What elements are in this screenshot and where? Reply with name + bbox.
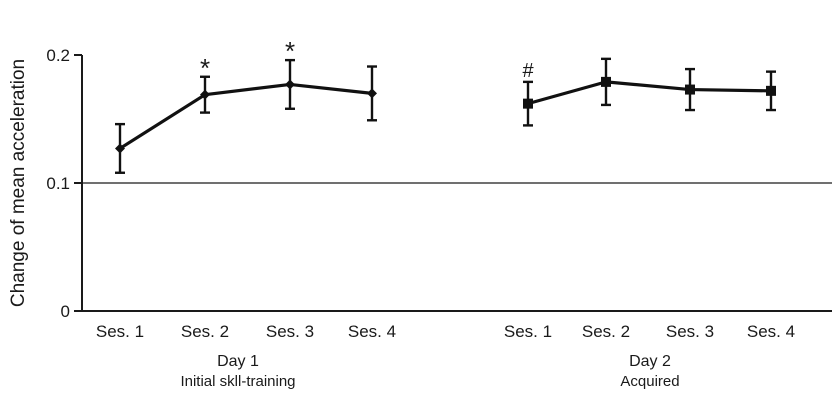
x-tick-label: Ses. 1 [504, 322, 552, 341]
data-point [115, 143, 125, 154]
data-point [200, 89, 210, 100]
group-subtitle: Acquired [620, 373, 679, 390]
significance-marker: * [200, 53, 210, 83]
data-point [523, 98, 533, 109]
series-line [527, 80, 772, 106]
x-tick-label: Ses. 2 [181, 322, 229, 341]
x-tick-label: Ses. 3 [266, 322, 314, 341]
x-tick-label: Ses. 4 [747, 322, 795, 341]
data-point [685, 84, 695, 95]
x-tick-label: Ses. 1 [96, 322, 144, 341]
significance-marker: * [285, 36, 295, 66]
group-subtitle: Initial skll-training [180, 373, 295, 390]
significance-marker: # [522, 60, 534, 82]
data-point [601, 76, 611, 87]
plot-area: 0 0.1 0.2 Ses. 1 * Ses. 2 * Ses. 3 Ses. 4 Day 1 In… [46, 36, 832, 390]
group-title: Day 1 [217, 353, 259, 370]
x-tick-label: Ses. 4 [348, 322, 396, 341]
x-tick-label: Ses. 3 [666, 322, 714, 341]
y-tick-label: 0.2 [46, 46, 70, 65]
data-point [766, 85, 776, 96]
x-tick-label: Ses. 2 [582, 322, 630, 341]
data-point [367, 88, 377, 99]
series-line [119, 82, 373, 150]
y-tick-label: 0 [61, 302, 70, 321]
y-tick-label: 0.1 [46, 174, 70, 193]
group-title: Day 2 [629, 353, 671, 370]
y-axis-label: Change of mean acceleration [8, 59, 29, 307]
data-point [285, 79, 295, 90]
